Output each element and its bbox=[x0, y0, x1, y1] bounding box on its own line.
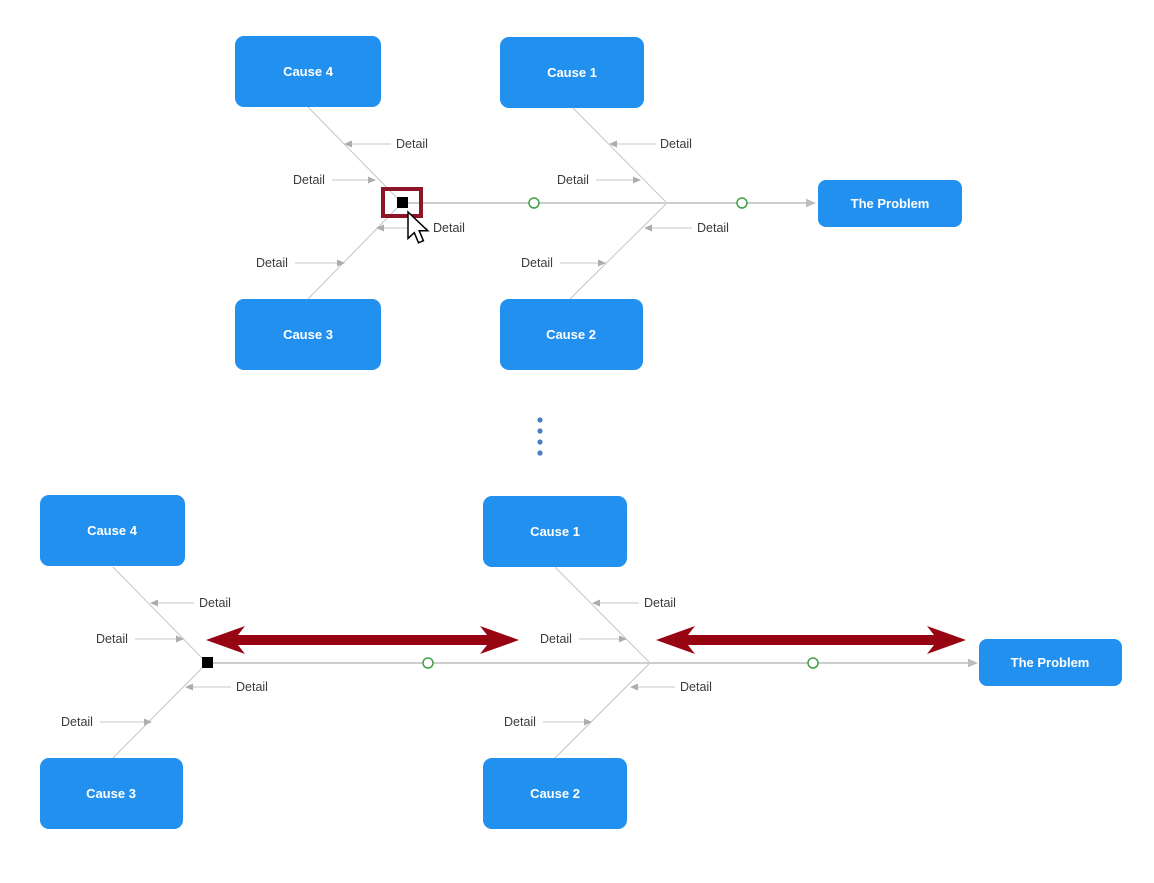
node-cause1-label: Cause 1 bbox=[547, 65, 597, 80]
node-cause2-bottom[interactable]: Cause 2 bbox=[483, 758, 627, 829]
separator-dot bbox=[537, 417, 543, 423]
node-cause3-label: Cause 3 bbox=[86, 786, 136, 801]
branch-cause3[interactable] bbox=[112, 666, 204, 759]
leader-arrowhead-icon bbox=[644, 224, 652, 232]
leader-arrowhead-icon bbox=[150, 599, 158, 607]
branch-cause4[interactable] bbox=[307, 106, 399, 200]
node-cause3-label: Cause 3 bbox=[283, 327, 333, 342]
spine-arrowhead-icon bbox=[806, 198, 816, 208]
fishbone-diagram-top: Detail Detail Detail Detail Detail Detai… bbox=[235, 36, 962, 370]
detail-annotation[interactable]: Detail bbox=[557, 173, 589, 187]
green-circle-port-icon[interactable] bbox=[807, 657, 819, 669]
node-cause4-bottom[interactable]: Cause 4 bbox=[40, 495, 185, 566]
stretch-arrow-left-icon bbox=[206, 626, 519, 654]
detail-annotation[interactable]: Detail bbox=[236, 680, 268, 694]
detail-annotation[interactable]: Detail bbox=[96, 632, 128, 646]
detail-annotation[interactable]: Detail bbox=[256, 256, 288, 270]
node-problem-bottom[interactable]: The Problem bbox=[979, 639, 1122, 686]
node-cause4-label: Cause 4 bbox=[87, 523, 138, 538]
selection-indicator bbox=[381, 187, 423, 218]
detail-annotation[interactable]: Detail bbox=[504, 715, 536, 729]
leader-arrowhead-icon bbox=[592, 599, 600, 607]
detail-annotation[interactable]: Detail bbox=[660, 137, 692, 151]
endpoint-handle[interactable] bbox=[202, 657, 213, 668]
leader-arrowhead-icon bbox=[584, 718, 592, 726]
branch-cause2[interactable] bbox=[569, 203, 667, 300]
green-circle-port-icon[interactable] bbox=[736, 197, 748, 209]
node-cause1-top[interactable]: Cause 1 bbox=[500, 37, 644, 108]
leader-arrowhead-icon bbox=[176, 635, 184, 643]
leader-arrowhead-icon bbox=[619, 635, 627, 643]
fishbone-diagram-bottom: Detail Detail Detail Detail Detail Detai… bbox=[40, 495, 1122, 829]
branch-cause1[interactable] bbox=[572, 107, 667, 203]
node-problem-label: The Problem bbox=[1011, 655, 1090, 670]
leader-arrowhead-icon bbox=[185, 683, 193, 691]
detail-annotation[interactable]: Detail bbox=[61, 715, 93, 729]
node-cause1-bottom[interactable]: Cause 1 bbox=[483, 496, 627, 567]
branch-cause1[interactable] bbox=[554, 566, 650, 663]
separator-dot bbox=[537, 439, 543, 445]
node-cause4-label: Cause 4 bbox=[283, 64, 334, 79]
detail-annotation[interactable]: Detail bbox=[540, 632, 572, 646]
leader-arrowhead-icon bbox=[376, 224, 384, 232]
arrow-cursor-icon bbox=[407, 210, 430, 244]
detail-annotation[interactable]: Detail bbox=[697, 221, 729, 235]
leader-arrowhead-icon bbox=[337, 259, 345, 267]
endpoint-handle[interactable] bbox=[397, 197, 408, 208]
node-cause2-top[interactable]: Cause 2 bbox=[500, 299, 643, 370]
branch-cause4[interactable] bbox=[112, 566, 204, 660]
leader-arrowhead-icon bbox=[144, 718, 152, 726]
node-cause2-label: Cause 2 bbox=[530, 786, 580, 801]
node-problem-top[interactable]: The Problem bbox=[818, 180, 962, 227]
node-cause1-label: Cause 1 bbox=[530, 524, 580, 539]
detail-annotation[interactable]: Detail bbox=[199, 596, 231, 610]
stretch-arrow-right-icon bbox=[656, 626, 966, 654]
leader-arrowhead-icon bbox=[609, 140, 617, 148]
leader-arrowhead-icon bbox=[344, 140, 352, 148]
leader-arrowhead-icon bbox=[630, 683, 638, 691]
spine-arrowhead-icon bbox=[968, 658, 978, 668]
detail-annotation[interactable]: Detail bbox=[644, 596, 676, 610]
detail-annotation[interactable]: Detail bbox=[521, 256, 553, 270]
separator-dot bbox=[537, 450, 543, 456]
detail-annotation[interactable]: Detail bbox=[293, 173, 325, 187]
detail-annotation[interactable]: Detail bbox=[433, 221, 465, 235]
leader-arrowhead-icon bbox=[368, 176, 376, 184]
node-cause3-bottom[interactable]: Cause 3 bbox=[40, 758, 183, 829]
node-cause2-label: Cause 2 bbox=[546, 327, 596, 342]
detail-annotation[interactable]: Detail bbox=[680, 680, 712, 694]
leader-arrowhead-icon bbox=[633, 176, 641, 184]
separator-dots-icon bbox=[537, 417, 543, 456]
node-cause4-top[interactable]: Cause 4 bbox=[235, 36, 381, 107]
detail-annotation[interactable]: Detail bbox=[396, 137, 428, 151]
green-circle-port-icon[interactable] bbox=[422, 657, 434, 669]
branch-cause3[interactable] bbox=[307, 206, 399, 300]
green-circle-port-icon[interactable] bbox=[528, 197, 540, 209]
branch-cause2[interactable] bbox=[554, 663, 650, 759]
node-cause3-top[interactable]: Cause 3 bbox=[235, 299, 381, 370]
separator-dot bbox=[537, 428, 543, 434]
leader-arrowhead-icon bbox=[598, 259, 606, 267]
node-problem-label: The Problem bbox=[851, 196, 930, 211]
